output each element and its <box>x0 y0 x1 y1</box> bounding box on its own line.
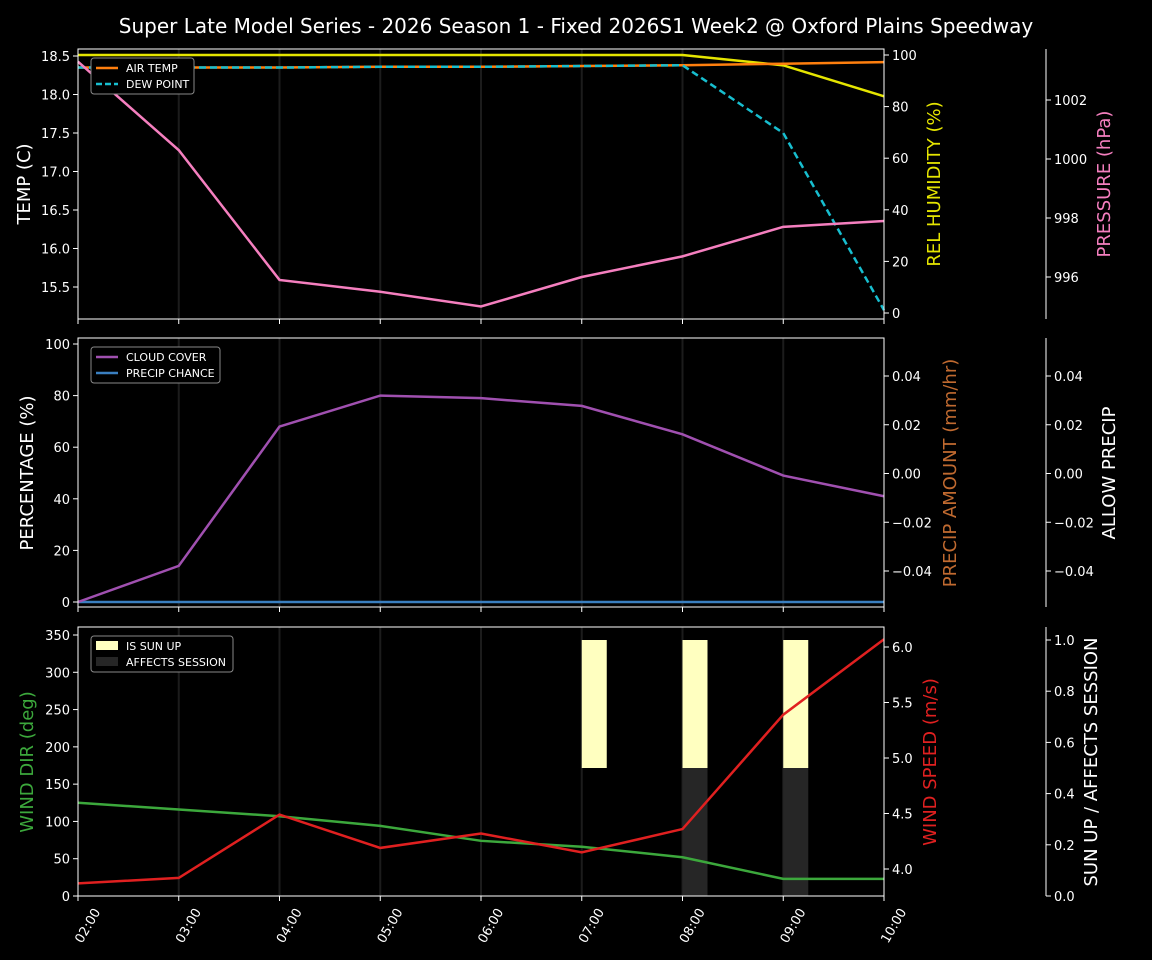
right-tick-label: 0.00 <box>1054 468 1083 483</box>
pressure-axis-label: PRESSURE (hPa) <box>1094 111 1115 258</box>
x-tick-label: 06:00 <box>475 906 507 946</box>
y-tick-label: 15.5 <box>41 281 70 296</box>
right-tick-label: 4.5 <box>892 808 913 823</box>
percentage-axis-label: PERCENTAGE (%) <box>17 395 38 550</box>
wind-dir-line <box>77 801 884 881</box>
right-tick-label: 0.8 <box>1054 685 1075 700</box>
right-tick-label: 0.02 <box>1054 419 1083 434</box>
sun-up-axis-label: SUN UP / AFFECTS SESSION <box>1081 637 1102 886</box>
right-tick-label: 20 <box>892 255 909 270</box>
y-tick-label: 0 <box>62 890 70 905</box>
sun-up-bar <box>581 640 607 768</box>
right-tick-label: 998 <box>1054 212 1079 227</box>
right-tick-label: 5.5 <box>892 697 913 712</box>
y-tick-label: 80 <box>53 390 70 405</box>
y-tick-label: 40 <box>53 493 70 508</box>
right-tick-label: 0.02 <box>892 419 921 434</box>
humidity-axis-label: REL HUMIDITY (%) <box>924 101 945 266</box>
y-tick-label: 16.0 <box>41 243 70 258</box>
legend-label: CLOUD COVER <box>126 351 207 364</box>
right-tick-label: 4.0 <box>892 863 913 878</box>
right-tick-label: 0.2 <box>1054 839 1075 854</box>
y-tick-label: 300 <box>45 666 70 681</box>
y-tick-label: 100 <box>45 815 70 830</box>
affects-session-bar <box>682 768 708 896</box>
right-tick-label: 6.0 <box>892 641 913 656</box>
x-tick-label: 09:00 <box>778 906 810 946</box>
x-tick-label: 08:00 <box>677 906 709 946</box>
legend-label: IS SUN UP <box>126 640 182 653</box>
wind-dir-axis-label: WIND DIR (deg) <box>17 691 38 833</box>
y-tick-label: 17.5 <box>41 127 70 142</box>
legend-label: AIR TEMP <box>126 62 178 75</box>
legend <box>90 346 221 384</box>
right-tick-label: −0.02 <box>1054 516 1094 531</box>
right-tick-label: 40 <box>892 204 909 219</box>
wind-speed-line <box>77 638 885 885</box>
precip-amount-axis-label: PRECIP AMOUNT (mm/hr) <box>940 359 961 588</box>
right-tick-label: 0.00 <box>892 468 921 483</box>
right-tick-label: 1002 <box>1054 94 1087 109</box>
right-tick-label: −0.04 <box>892 565 932 580</box>
dew-point-line <box>78 63 886 311</box>
y-tick-label: 350 <box>45 629 70 644</box>
right-tick-label: 0.6 <box>1054 736 1075 751</box>
wind-speed-axis-label: WIND SPEED (m/s) <box>920 678 941 846</box>
y-tick-label: 16.5 <box>41 204 70 219</box>
right-tick-label: 60 <box>892 152 909 167</box>
y-tick-label: 60 <box>53 441 70 456</box>
legend <box>90 635 234 673</box>
y-tick-label: 50 <box>53 853 70 868</box>
legend-label: PRECIP CHANCE <box>126 367 215 380</box>
y-tick-label: 150 <box>45 778 70 793</box>
x-tick-label: 05:00 <box>375 906 407 946</box>
right-tick-label: 0.0 <box>1054 890 1075 905</box>
right-tick-label: −0.02 <box>892 516 932 531</box>
right-tick-label: 0.04 <box>1054 370 1083 385</box>
y-tick-label: 100 <box>45 338 70 353</box>
legend-label: AFFECTS SESSION <box>126 656 226 669</box>
right-tick-label: 0.04 <box>892 370 921 385</box>
allow-precip-axis-label: ALLOW PRECIP <box>1099 406 1120 539</box>
y-tick-label: 18.0 <box>41 89 70 104</box>
right-tick-label: 5.0 <box>892 752 913 767</box>
panel-1: 15.5 16.0 16.5 17.0 17.5 18.0 18.5 0 20 40 60 80 100… <box>14 48 1115 324</box>
cloud-cover-line <box>77 394 885 604</box>
y-tick-label: 0 <box>62 596 70 611</box>
x-tick-label: 07:00 <box>576 906 608 946</box>
y-tick-label: 17.0 <box>41 166 70 181</box>
panel-2: 0 20 40 60 80 100 −0.04 −0.02 0.00 0.02 0.04 −0.04 −… <box>17 337 1120 612</box>
y-tick-label: 20 <box>53 544 70 559</box>
y-tick-label: 250 <box>45 704 70 719</box>
affects-session-bar <box>783 768 809 896</box>
right-tick-label: −0.04 <box>1054 565 1094 580</box>
sun-up-bar <box>682 640 708 768</box>
y-tick-label: 200 <box>45 741 70 756</box>
y-tick-label: 18.5 <box>41 50 70 65</box>
chart-title: Super Late Model Series - 2026 Season 1 … <box>118 14 1034 38</box>
right-tick-label: 1000 <box>1054 153 1087 168</box>
pressure-line <box>77 60 885 308</box>
x-tick-label: 04:00 <box>274 906 306 946</box>
right-tick-label: 100 <box>892 49 917 64</box>
right-tick-label: 80 <box>892 101 909 116</box>
x-tick-label: 03:00 <box>173 906 205 946</box>
right-tick-label: 0 <box>892 307 900 322</box>
x-tick-label: 02:00 <box>72 906 104 946</box>
legend-label: DEW POINT <box>126 78 190 91</box>
right-tick-label: 1.0 <box>1054 634 1075 649</box>
humidity-line <box>78 53 885 98</box>
x-tick-label: 10:00 <box>878 906 910 946</box>
right-tick-label: 996 <box>1054 271 1079 286</box>
temp-axis-label: TEMP (C) <box>14 143 35 225</box>
right-tick-label: 0.4 <box>1054 788 1075 803</box>
panel-3: 0 50 100 150 200 250 300 350 4.0 4.5 5.0 5.5 6.0 0.0 0… <box>17 626 1102 946</box>
